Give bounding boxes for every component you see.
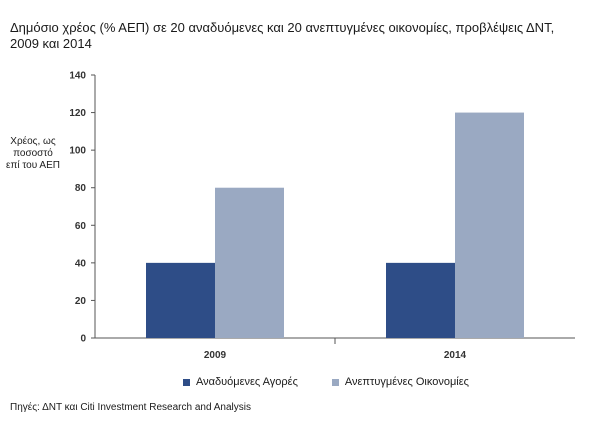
y-axis-label: Χρέος, ως ποσοστό επί του ΑΕΠ bbox=[6, 136, 60, 171]
legend-label-developed: Ανεπτυγμένες Οικονομίες bbox=[344, 376, 469, 388]
source-note: Πηγές: ΔΝΤ και Citi Investment Research … bbox=[10, 402, 251, 413]
chart-legend: Αναδυόμενες Αγορές Ανεπτυγμένες Οικονομί… bbox=[183, 376, 503, 388]
y-tick-label: 0 bbox=[80, 334, 86, 345]
legend-item-emerging: Αναδυόμενες Αγορές bbox=[183, 376, 298, 388]
legend-swatch-developed bbox=[331, 378, 339, 386]
y-tick-label: 100 bbox=[69, 146, 86, 157]
legend-label-emerging: Αναδυόμενες Αγορές bbox=[196, 376, 298, 388]
y-tick-label: 120 bbox=[69, 108, 86, 119]
bar-emerging-2014 bbox=[386, 262, 455, 338]
x-tick-label: 2009 bbox=[204, 350, 227, 361]
x-tick-label: 2014 bbox=[444, 350, 467, 361]
legend-swatch-emerging bbox=[183, 378, 190, 386]
y-tick-label: 40 bbox=[75, 258, 87, 269]
legend-item-developed: Ανεπτυγμένες Οικονομίες bbox=[331, 376, 469, 388]
y-tick-label: 140 bbox=[69, 71, 86, 82]
bar-developed-2009 bbox=[215, 187, 284, 338]
y-tick-label: 20 bbox=[75, 296, 87, 307]
bar-emerging-2009 bbox=[146, 262, 215, 338]
y-tick-label: 60 bbox=[75, 221, 87, 232]
bar-developed-2014 bbox=[455, 112, 524, 338]
y-tick-label: 80 bbox=[75, 183, 87, 194]
chart-title: Δημόσιο χρέος (% ΑΕΠ) σε 20 αναδυόμενες … bbox=[10, 20, 555, 51]
